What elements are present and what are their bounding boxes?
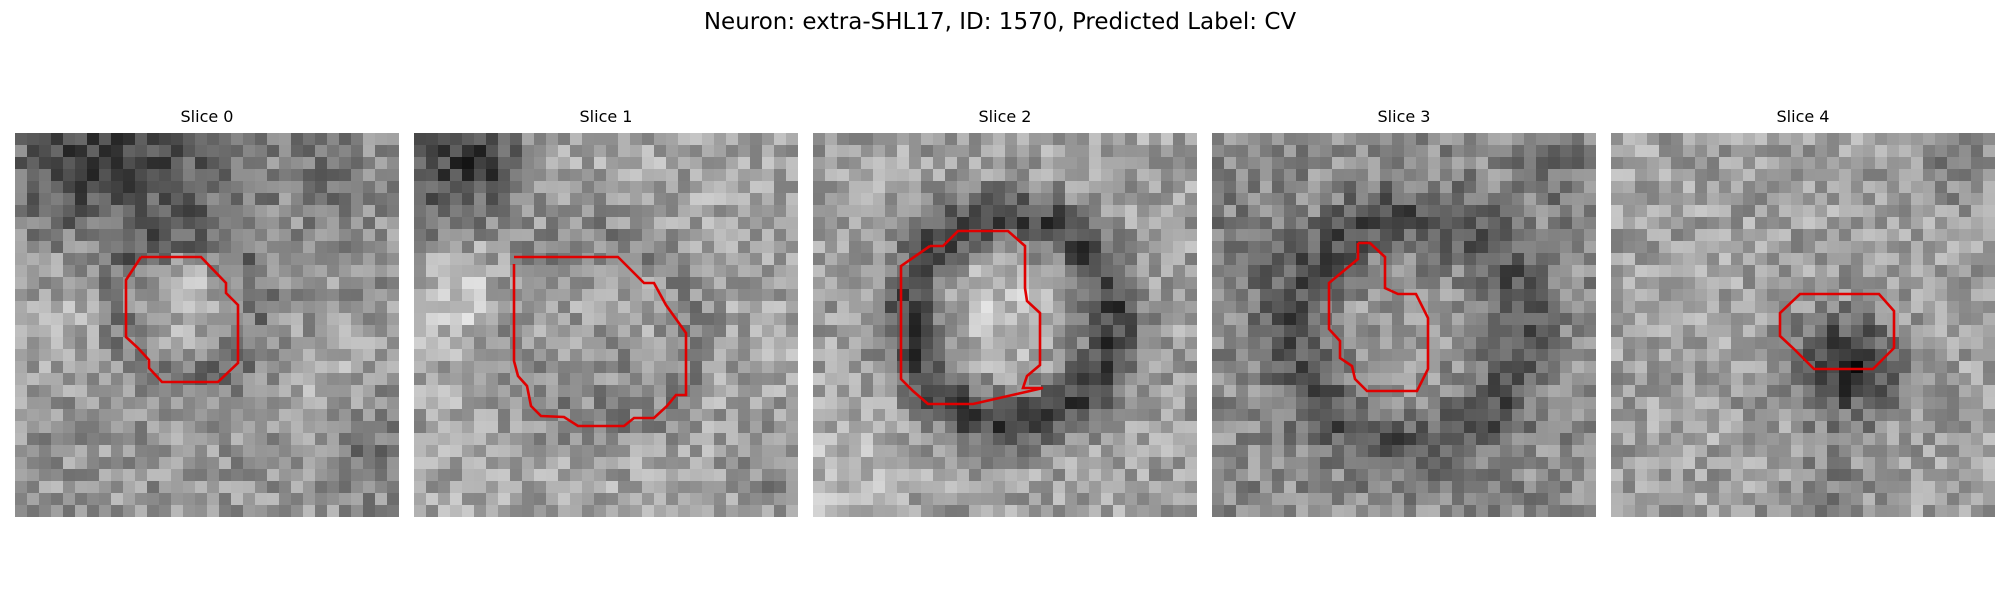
roi-contour-0 <box>124 255 240 384</box>
slice-overlay-4 <box>1778 292 1896 371</box>
slice-title-3: Slice 3 <box>1377 107 1431 126</box>
roi-contour-1 <box>512 255 688 428</box>
slice-title-2: Slice 2 <box>978 107 1032 126</box>
slice-image-2 <box>813 133 1197 517</box>
slice-overlay-2 <box>899 229 1044 406</box>
slice-overlay-0 <box>124 255 240 384</box>
slice-title-4: Slice 4 <box>1776 107 1830 126</box>
roi-contour-2 <box>899 229 1044 406</box>
slice-grayscale-4 <box>1611 133 1995 517</box>
slice-panel-0: Slice 0 <box>15 106 399 526</box>
slice-panels: Slice 0 Slice 1 Slice 2 Slice 3 <box>0 106 2000 526</box>
slice-image-0 <box>15 133 399 517</box>
figure-title: Neuron: extra-SHL17, ID: 1570, Predicted… <box>703 9 1297 35</box>
slice-image-3 <box>1212 133 1596 517</box>
slice-image-4 <box>1611 133 1995 517</box>
slice-panel-4: Slice 4 <box>1611 106 1995 526</box>
slice-grayscale-0 <box>15 133 399 517</box>
slice-overlay-3 <box>1327 241 1430 393</box>
slice-title-1: Slice 1 <box>579 107 633 126</box>
roi-contour-4 <box>1778 292 1896 371</box>
slice-grayscale-1 <box>414 133 798 517</box>
slice-grayscale-2 <box>813 133 1197 517</box>
slice-panel-2: Slice 2 <box>813 106 1197 526</box>
roi-contour-3 <box>1327 241 1430 393</box>
slice-image-1 <box>414 133 798 517</box>
slice-overlay-1 <box>512 255 688 428</box>
slice-panel-3: Slice 3 <box>1212 106 1596 526</box>
slice-panel-1: Slice 1 <box>414 106 798 526</box>
slice-grayscale-3 <box>1212 133 1596 517</box>
slice-title-0: Slice 0 <box>180 107 234 126</box>
